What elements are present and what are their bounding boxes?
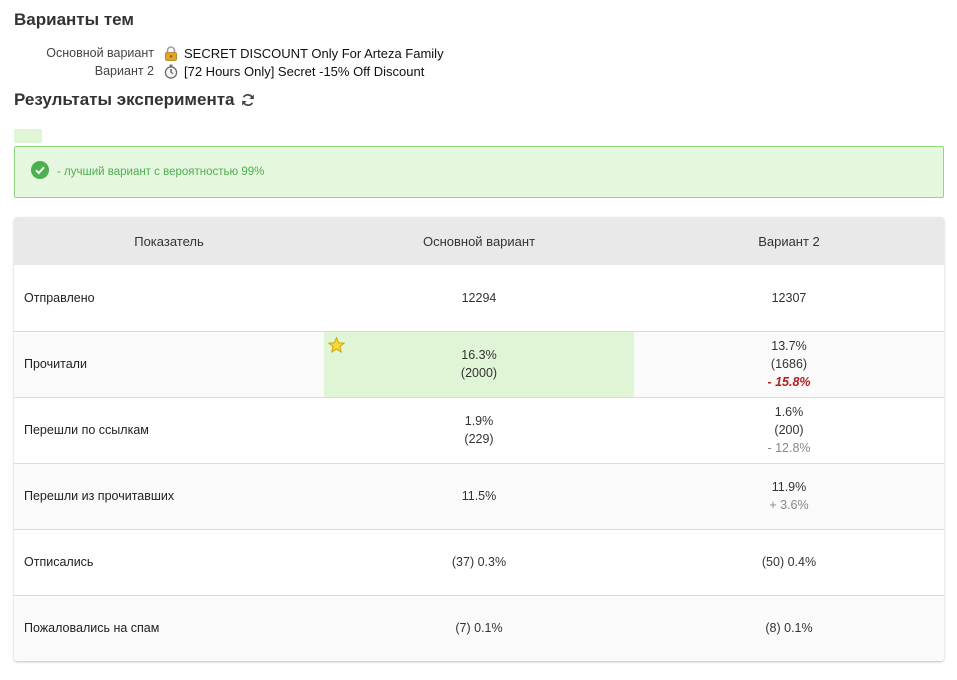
- subject-label: Вариант 2: [94, 64, 154, 78]
- value-line: (200): [774, 423, 804, 437]
- column-header-main: Основной вариант: [324, 217, 634, 265]
- main-value: 1.9% (229): [324, 396, 634, 463]
- diff-value: - 15.8%: [767, 375, 811, 389]
- page-title: Варианты тем: [14, 10, 134, 29]
- diff-value: - 12.8%: [767, 441, 811, 455]
- table-row: Прочитали 16.3% (2000) 13.7% (1686) - 15…: [14, 330, 944, 397]
- table-row: Пожаловались на спам (7) 0.1% (8) 0.1%: [14, 594, 944, 661]
- value-line: (37) 0.3%: [451, 555, 507, 569]
- subject-row-main: Основной вариант SECRET DISCOUNT Only Fo…: [14, 44, 444, 62]
- value-line: (7) 0.1%: [455, 621, 503, 636]
- table-row: Отправлено 12294 12307: [14, 265, 944, 331]
- stopwatch-icon: [164, 64, 184, 79]
- refresh-icon[interactable]: [241, 93, 255, 107]
- results-table: Показатель Основной вариант Вариант 2 От…: [14, 217, 944, 661]
- metric-label: Отписались: [14, 528, 324, 595]
- column-header-variant-2: Вариант 2: [634, 217, 944, 265]
- variant-2-value: (8) 0.1%: [634, 594, 944, 661]
- star-icon: [327, 336, 346, 358]
- value-line: 12294: [461, 290, 497, 305]
- subject-label: Основной вариант: [46, 46, 154, 60]
- variant-2-value: 11.9% + 3.6%: [634, 462, 944, 529]
- results-title-text: Результаты эксперимента: [14, 90, 235, 109]
- value-line: (2000): [460, 366, 498, 380]
- main-value-winner: 16.3% (2000): [324, 330, 634, 397]
- value-line: (8) 0.1%: [765, 621, 813, 636]
- value-line: (50) 0.4%: [761, 555, 817, 569]
- column-header-metric: Показатель: [14, 217, 324, 265]
- main-value: (7) 0.1%: [324, 594, 634, 661]
- subject-variants: Основной вариант SECRET DISCOUNT Only Fo…: [14, 44, 444, 80]
- table-header-row: Показатель Основной вариант Вариант 2: [14, 217, 944, 265]
- metric-label: Перешли из прочитавших: [14, 462, 324, 529]
- metric-label: Перешли по ссылкам: [14, 396, 324, 463]
- main-value: (37) 0.3%: [324, 528, 634, 595]
- alert-text: - лучший вариант с вероятностью 99%: [57, 166, 265, 178]
- subject-row-variant-2: Вариант 2 [72 Hours Only] Secret -15% Of…: [14, 62, 444, 80]
- diff-value: + 3.6%: [769, 498, 809, 512]
- value-line: 1.9%: [464, 414, 494, 428]
- table-row: Перешли из прочитавших 11.5% 11.9% + 3.6…: [14, 462, 944, 529]
- value-line: (1686): [770, 357, 808, 371]
- winner-alert: - лучший вариант с вероятностью 99%: [14, 146, 944, 198]
- value-line: 11.5%: [461, 489, 497, 503]
- value-line: 11.9%: [771, 480, 807, 494]
- value-line: 13.7%: [771, 339, 807, 353]
- variant-2-value: 12307: [634, 265, 944, 331]
- variant-2-value: (50) 0.4%: [634, 528, 944, 595]
- variant-2-value: 1.6% (200) - 12.8%: [634, 396, 944, 463]
- value-line: 12307: [771, 290, 807, 305]
- value-line: (229): [464, 432, 494, 446]
- subject-text: [72 Hours Only] Secret -15% Off Discount: [184, 63, 425, 79]
- value-line: 16.3%: [461, 348, 497, 362]
- main-value: 11.5%: [324, 462, 634, 529]
- lock-icon: [164, 45, 184, 61]
- winner-legend-swatch: [14, 129, 42, 143]
- value-line: 1.6%: [774, 405, 804, 419]
- metric-label: Отправлено: [24, 290, 95, 305]
- table-row: Перешли по ссылкам 1.9% (229) 1.6% (200)…: [14, 396, 944, 463]
- results-title: Результаты эксперимента: [14, 90, 255, 110]
- table-row: Отписались (37) 0.3% (50) 0.4%: [14, 528, 944, 595]
- main-value: 12294: [324, 265, 634, 331]
- check-circle-icon: [31, 160, 49, 184]
- metric-label: Прочитали: [14, 330, 324, 397]
- subject-text: SECRET DISCOUNT Only For Arteza Family: [184, 45, 444, 61]
- metric-label: Пожаловались на спам: [14, 594, 324, 661]
- variant-2-value: 13.7% (1686) - 15.8%: [634, 330, 944, 397]
